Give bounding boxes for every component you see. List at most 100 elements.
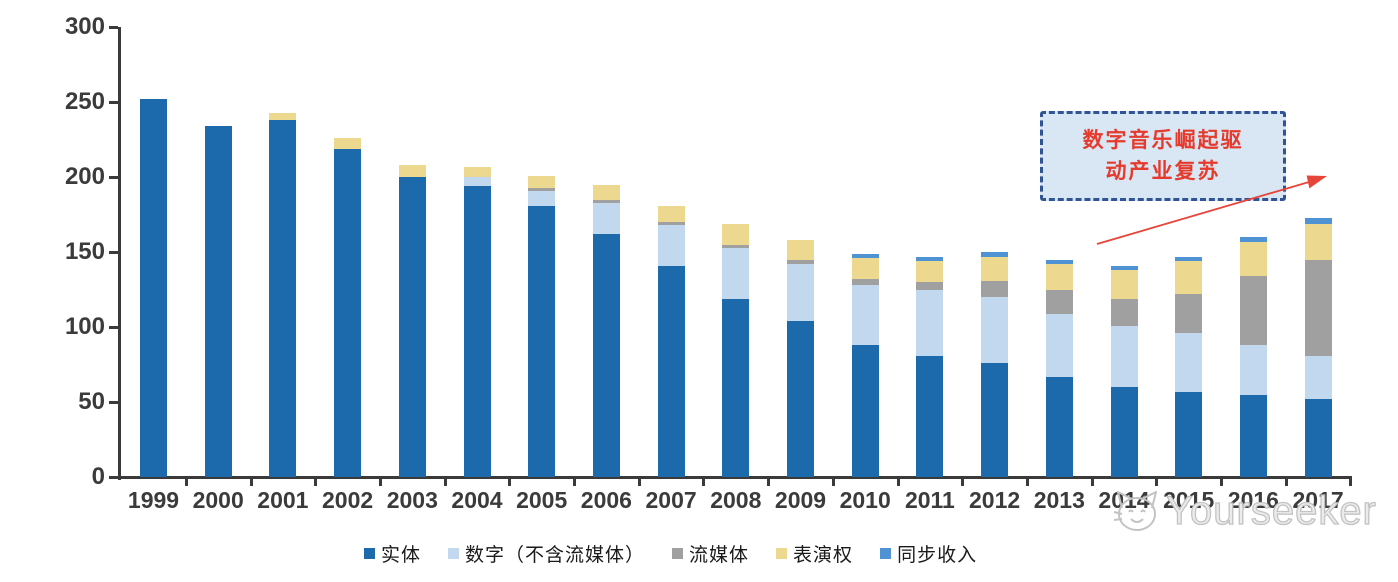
bar-segment-2011 bbox=[916, 256, 944, 261]
bar-segment-2012 bbox=[981, 363, 1009, 477]
bar-segment-2011 bbox=[916, 261, 944, 282]
y-axis-tick bbox=[109, 251, 118, 254]
bar-segment-2012 bbox=[981, 280, 1009, 297]
x-axis-tick bbox=[896, 478, 900, 486]
x-axis-tick bbox=[1155, 478, 1159, 486]
bar-segment-2013 bbox=[1045, 264, 1073, 290]
bar-segment-2016 bbox=[1239, 237, 1267, 242]
x-axis-category-label: 2002 bbox=[322, 487, 374, 513]
x-axis-category-label: 2015 bbox=[1163, 487, 1215, 513]
x-axis-tick bbox=[249, 478, 253, 486]
x-axis-tick bbox=[443, 478, 447, 486]
bar-segment-2015 bbox=[1175, 294, 1203, 333]
x-axis-tick bbox=[508, 478, 512, 486]
bar-segment-2015 bbox=[1175, 333, 1203, 392]
bar-segment-2007 bbox=[657, 222, 685, 225]
bar-segment-2009 bbox=[787, 259, 814, 264]
y-axis-tick-label: 200 bbox=[64, 163, 105, 190]
y-axis-tick bbox=[109, 26, 118, 29]
bar-segment-1999 bbox=[140, 99, 167, 477]
bar-segment-2015 bbox=[1175, 391, 1203, 477]
bar-segment-2009 bbox=[787, 240, 814, 260]
bar-segment-2015 bbox=[1175, 256, 1203, 261]
legend-swatch bbox=[364, 548, 375, 559]
x-axis-category-label: 2007 bbox=[645, 487, 697, 513]
bar-segment-2005 bbox=[528, 190, 556, 206]
bar-segment-2007 bbox=[657, 205, 685, 222]
legend-swatch bbox=[448, 548, 460, 559]
x-axis-category-label: 2017 bbox=[1292, 487, 1344, 513]
x-axis-tick bbox=[1025, 478, 1029, 486]
x-axis-tick bbox=[961, 478, 965, 486]
y-axis-tick bbox=[109, 176, 118, 179]
x-axis-category-label: 2008 bbox=[710, 487, 762, 513]
bar-segment-2002 bbox=[334, 148, 362, 477]
legend-item: 实体 bbox=[364, 540, 421, 567]
legend: 实体 数字（不含流媒体） 流媒体 表演权 同步收入 bbox=[364, 540, 977, 567]
x-axis-category-label: 2016 bbox=[1227, 487, 1279, 513]
bar-segment-2011 bbox=[916, 355, 944, 477]
bar-segment-2014 bbox=[1110, 387, 1138, 477]
x-axis-category-label: 2009 bbox=[774, 487, 827, 513]
bar-segment-2017 bbox=[1304, 355, 1332, 399]
bar-segment-2006 bbox=[592, 199, 620, 203]
bar-segment-2006 bbox=[592, 202, 620, 234]
bar-segment-2015 bbox=[1175, 261, 1203, 294]
x-axis-category-label: 2000 bbox=[192, 487, 244, 513]
y-axis-tick-label: 150 bbox=[64, 238, 105, 265]
x-axis-tick bbox=[1090, 478, 1094, 486]
bar-segment-2011 bbox=[916, 282, 944, 290]
bar-segment-2012 bbox=[981, 256, 1009, 281]
legend-label: 流媒体 bbox=[689, 545, 750, 566]
bar-segment-2007 bbox=[657, 225, 685, 266]
bar-segment-2014 bbox=[1110, 270, 1138, 299]
legend-item: 表演权 bbox=[776, 540, 853, 567]
bar-segment-2010 bbox=[851, 279, 879, 285]
bar-segment-2008 bbox=[722, 298, 750, 477]
bar-segment-2013 bbox=[1045, 376, 1073, 477]
x-axis-category-label: 2013 bbox=[1033, 487, 1085, 513]
y-axis-tick-label: 0 bbox=[91, 463, 105, 490]
bar-segment-2008 bbox=[722, 247, 750, 299]
legend-item: 流媒体 bbox=[672, 540, 749, 567]
x-axis-tick bbox=[1349, 478, 1353, 486]
watermark-text: Yourseeker bbox=[1165, 488, 1377, 533]
x-axis-tick bbox=[1284, 478, 1288, 486]
y-axis-tick bbox=[109, 401, 118, 404]
annotation-text-line1: 数字音乐崛起驱 bbox=[1082, 129, 1244, 152]
bar-segment-2010 bbox=[851, 285, 879, 345]
y-axis-tick-label: 250 bbox=[64, 88, 105, 115]
y-axis-tick bbox=[109, 101, 118, 104]
cat-logo-icon bbox=[1113, 491, 1157, 531]
bar-segment-2007 bbox=[657, 265, 685, 477]
bar-segment-2000 bbox=[204, 126, 232, 477]
legend-item: 数字（不含流媒体） bbox=[448, 540, 645, 567]
bar-segment-2013 bbox=[1045, 259, 1073, 264]
bar-segment-2008 bbox=[722, 244, 750, 248]
bar-segment-2004 bbox=[463, 186, 491, 477]
bar-segment-2003 bbox=[398, 165, 426, 177]
bar-segment-2016 bbox=[1239, 241, 1267, 276]
legend-label: 同步收入 bbox=[897, 545, 978, 566]
bar-segment-2001 bbox=[269, 120, 297, 477]
x-axis-category-label: 1999 bbox=[127, 487, 180, 513]
x-axis-tick bbox=[1220, 478, 1224, 486]
bar-segment-2012 bbox=[981, 297, 1009, 363]
legend-label: 实体 bbox=[381, 545, 422, 566]
bar-segment-2016 bbox=[1239, 394, 1267, 477]
x-axis-category-label: 2001 bbox=[257, 487, 309, 513]
bar-segment-2017 bbox=[1304, 259, 1332, 356]
bar-segment-2013 bbox=[1045, 313, 1073, 377]
legend-item: 同步收入 bbox=[880, 540, 977, 567]
bar-segment-2010 bbox=[851, 258, 879, 279]
annotation-callout: 数字音乐崛起驱 动产业复苏 bbox=[1040, 111, 1286, 201]
bar-segment-2008 bbox=[722, 223, 750, 245]
bar-segment-2001 bbox=[269, 112, 297, 120]
legend-swatch bbox=[776, 548, 788, 559]
x-axis-line bbox=[118, 476, 1352, 479]
y-axis-tick-label: 50 bbox=[78, 388, 105, 415]
bar-segment-2017 bbox=[1304, 223, 1332, 260]
bar-segment-2013 bbox=[1045, 289, 1073, 314]
bar-segment-2014 bbox=[1110, 325, 1138, 387]
